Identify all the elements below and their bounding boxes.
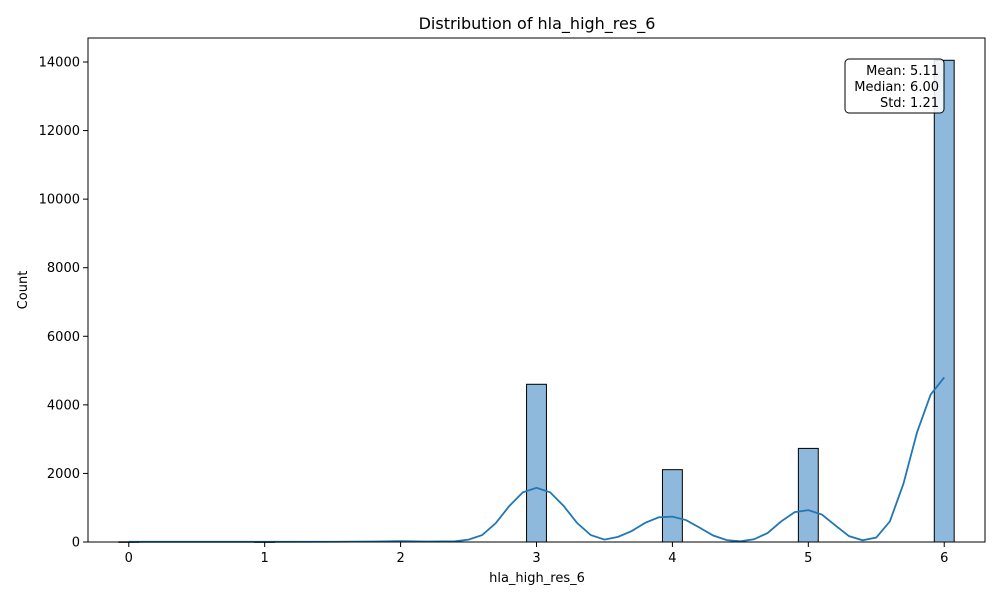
x-axis-label: hla_high_res_6 bbox=[489, 571, 585, 586]
stats-median: Median: 6.00 bbox=[854, 80, 939, 95]
y-tick-label: 2000 bbox=[47, 467, 80, 482]
y-tick-label: 10000 bbox=[39, 193, 80, 208]
stats-box: Mean: 5.11 Median: 6.00 Std: 1.21 bbox=[844, 58, 945, 114]
chart-title: Distribution of hla_high_res_6 bbox=[419, 14, 656, 34]
y-tick-label: 4000 bbox=[47, 398, 80, 413]
y-axis-label: Count bbox=[16, 271, 31, 310]
bars-group bbox=[118, 59, 955, 543]
x-tick-label: 6 bbox=[940, 551, 948, 566]
x-tick-label: 0 bbox=[125, 551, 133, 566]
x-tick-label: 1 bbox=[261, 551, 269, 566]
x-tick-label: 4 bbox=[668, 551, 676, 566]
y-axis-ticks: 0 2000 4000 6000 8000 10000 12000 14000 bbox=[39, 56, 88, 551]
y-tick-label: 0 bbox=[72, 536, 80, 551]
kde-group bbox=[128, 376, 945, 543]
x-tick-label: 5 bbox=[804, 551, 812, 566]
y-tick-label: 14000 bbox=[39, 56, 80, 71]
y-tick-label: 6000 bbox=[47, 330, 80, 345]
y-tick-label: 12000 bbox=[39, 124, 80, 139]
x-tick-label: 2 bbox=[396, 551, 404, 566]
x-tick-label: 3 bbox=[532, 551, 540, 566]
histogram-bar-3 bbox=[526, 383, 547, 543]
stats-mean: Mean: 5.11 bbox=[866, 64, 939, 79]
stats-std: Std: 1.21 bbox=[880, 96, 939, 111]
kde-line bbox=[128, 376, 945, 543]
x-axis-ticks: 0 1 2 3 4 5 6 bbox=[125, 542, 948, 566]
histogram-bar-6 bbox=[933, 59, 955, 543]
histogram-bar-5 bbox=[797, 447, 819, 543]
stats-box-frame bbox=[844, 58, 945, 114]
y-tick-label: 8000 bbox=[47, 261, 80, 276]
histogram-bar-4 bbox=[661, 469, 683, 543]
